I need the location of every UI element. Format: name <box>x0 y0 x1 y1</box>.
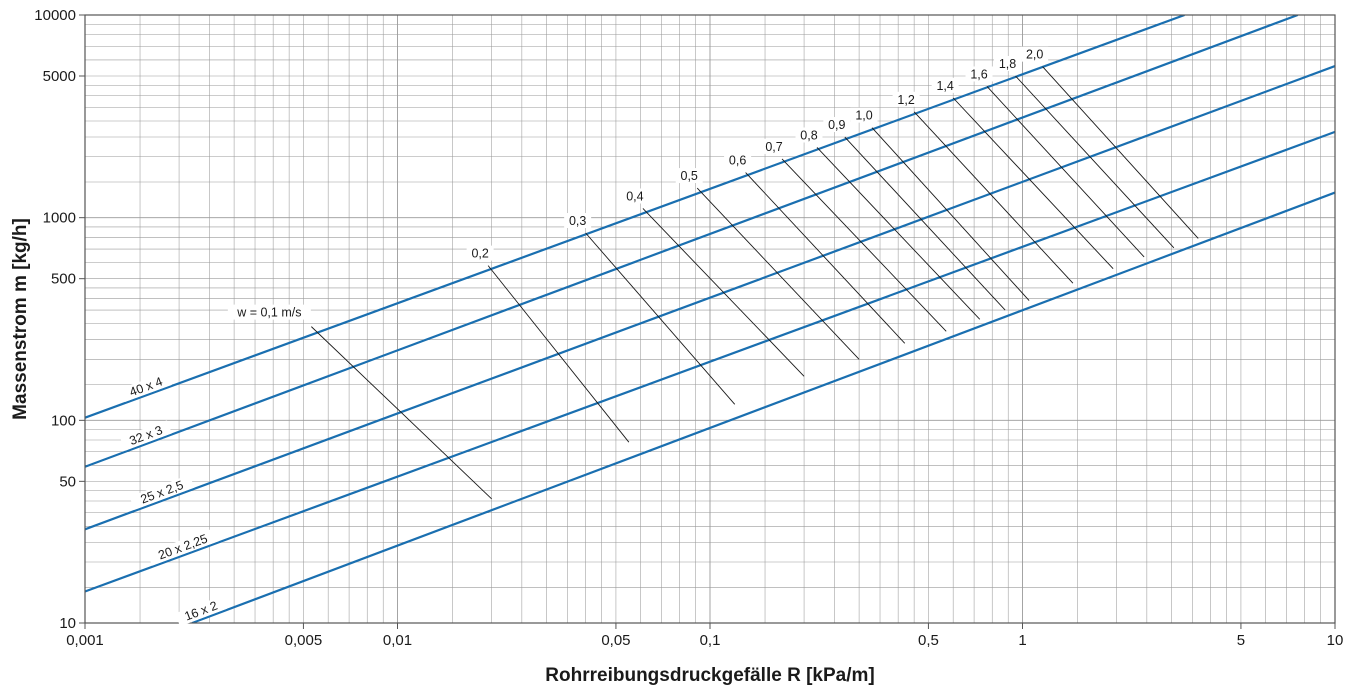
x-tick-label: 5 <box>1237 632 1245 649</box>
series-label-bg <box>147 528 219 566</box>
y-tick-label: 50 <box>59 473 76 490</box>
velocity-label: 0,3 <box>569 214 586 228</box>
velocity-label: 1,4 <box>936 79 953 93</box>
velocity-line <box>1015 75 1175 249</box>
x-tick-label: 10 <box>1327 632 1344 649</box>
series-label-bg <box>120 420 172 451</box>
x-tick-label: 1 <box>1018 632 1026 649</box>
velocity-line <box>871 127 1030 301</box>
velocity-label-bg <box>892 91 920 107</box>
velocity-line <box>642 208 805 377</box>
velocity-label: 0,8 <box>800 128 817 142</box>
velocity-line <box>986 86 1145 258</box>
velocity-label-bg <box>965 66 993 82</box>
x-tick-label: 0,5 <box>918 632 939 649</box>
y-tick-label: 10000 <box>34 7 76 24</box>
y-tick-label: 5000 <box>43 68 76 85</box>
velocity-line <box>585 232 736 405</box>
velocity-label: 0,2 <box>471 247 488 261</box>
series-line <box>85 15 1185 419</box>
velocity-label-bg <box>850 107 878 123</box>
velocity-label-bg <box>466 245 494 261</box>
velocity-label-bg <box>931 77 959 93</box>
series-line <box>85 65 1335 531</box>
pipe-series-group <box>85 15 1335 623</box>
velocity-label-bg <box>564 213 592 229</box>
velocity-label: 1,8 <box>999 57 1016 71</box>
velocity-label-bg <box>227 304 311 320</box>
velocity-line <box>311 326 492 500</box>
velocity-line <box>1042 66 1199 239</box>
y-tick-label: 1000 <box>43 210 76 227</box>
velocity-line <box>745 172 906 344</box>
velocity-label-bg <box>724 152 752 168</box>
velocity-label-bg <box>795 127 823 143</box>
velocity-label-bg <box>621 188 649 204</box>
velocity-label: 1,0 <box>855 109 872 123</box>
series-label: 20 x 2,25 <box>156 532 209 563</box>
velocity-line <box>696 187 860 360</box>
velocity-line <box>844 136 1006 311</box>
x-tick-label: 0,05 <box>601 632 630 649</box>
series-line <box>85 15 1299 468</box>
velocity-label: w = 0,1 m/s <box>236 306 301 320</box>
velocity-label-bg <box>1021 46 1049 62</box>
y-tick-label: 500 <box>51 271 76 288</box>
velocity-line <box>913 111 1074 284</box>
series-label-bg <box>120 371 172 403</box>
velocity-label: 0,4 <box>626 189 643 203</box>
series-line <box>191 191 1335 623</box>
x-tick-label: 0,1 <box>700 632 721 649</box>
series-label-bg <box>175 595 227 627</box>
x-tick-label: 0,005 <box>285 632 323 649</box>
velocity-label-bg <box>994 56 1022 72</box>
velocity-lines-group <box>311 66 1199 500</box>
series-label: 25 x 2,5 <box>139 478 186 507</box>
x-tick-label: 0,001 <box>66 632 104 649</box>
y-tick-label: 100 <box>51 412 76 429</box>
velocity-label: 0,5 <box>681 169 698 183</box>
velocity-label: 0,7 <box>765 140 782 154</box>
series-line <box>85 130 1335 593</box>
velocity-label-bg <box>823 117 851 133</box>
y-axis-title: Massenstrom m [kg/h] <box>10 218 31 420</box>
x-tick-label: 0,01 <box>383 632 412 649</box>
axis-ticks-group: 0,001 0,005 0,01 0,05 0,1 0,5 1 5 10 10 50 100 500 10… <box>34 7 1343 649</box>
velocity-line <box>952 97 1114 270</box>
velocity-label: 2,0 <box>1026 48 1043 62</box>
velocity-label: 1,6 <box>970 67 987 81</box>
velocity-label-bg <box>675 168 703 184</box>
velocity-label: 1,2 <box>897 93 914 107</box>
velocity-line <box>487 265 630 443</box>
velocity-label-bg <box>760 138 788 154</box>
x-axis-title: Rohrreibungsdruckgefälle R [kPa/m] <box>545 665 874 686</box>
y-tick-label: 10 <box>59 615 76 632</box>
velocity-line <box>781 158 947 332</box>
velocity-line <box>816 147 981 320</box>
velocity-label: 0,6 <box>729 154 746 168</box>
series-label-bg <box>129 474 195 510</box>
velocity-label: 0,9 <box>828 118 845 132</box>
